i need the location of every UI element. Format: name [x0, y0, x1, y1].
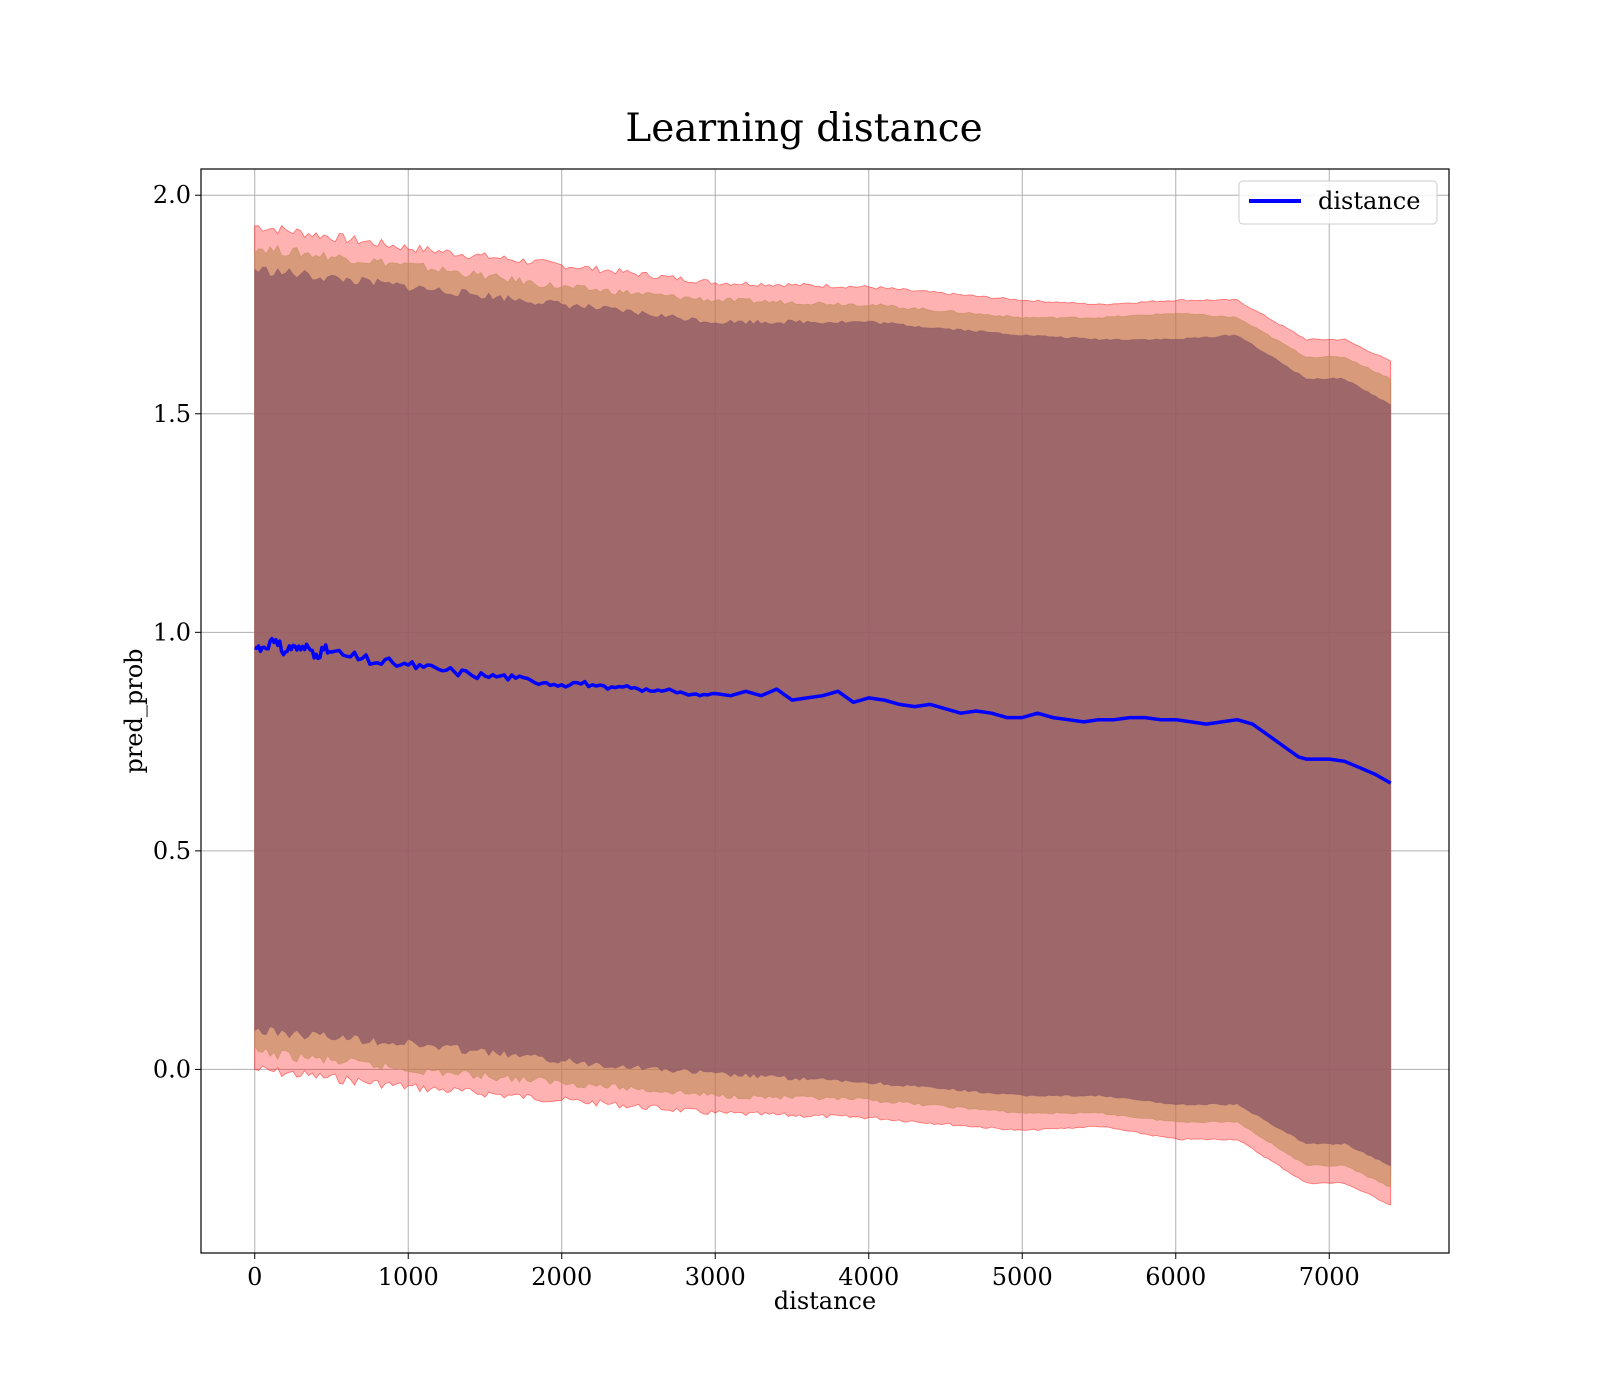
x-tick-label: 4000	[838, 1263, 899, 1291]
y-axis-label: pred_prob	[120, 648, 148, 773]
y-axis-ticks: 0.0 0.5 1.0 1.5 2.0	[153, 181, 201, 1083]
legend-box	[1238, 180, 1438, 225]
chart-title: Learning distance	[625, 106, 982, 151]
y-tick-label: 2.0	[153, 181, 191, 209]
x-tick-label: 0	[247, 1263, 262, 1291]
x-tick-label: 5000	[992, 1263, 1053, 1291]
x-axis-ticks: 0 1000 2000 3000 4000 5000 6000 7000	[247, 1253, 1360, 1291]
x-tick-label: 2000	[531, 1263, 592, 1291]
band-inner	[254, 266, 1392, 1167]
x-tick-label: 1000	[378, 1263, 439, 1291]
y-tick-label: 0.0	[153, 1055, 191, 1083]
x-tick-label: 3000	[685, 1263, 746, 1291]
series-line-distance	[254, 636, 1392, 785]
legend-label-distance: distance	[1318, 187, 1420, 215]
x-tick-label: 6000	[1145, 1263, 1206, 1291]
plot-frame	[200, 168, 1450, 1254]
y-tick-label: 1.5	[153, 400, 191, 428]
x-tick-label: 7000	[1299, 1263, 1360, 1291]
confidence-bands	[254, 224, 1392, 1206]
y-tick-label: 0.5	[153, 837, 191, 865]
y-tick-label: 1.0	[153, 618, 191, 646]
legend: distance	[1238, 180, 1438, 225]
x-axis-label: distance	[774, 1287, 876, 1315]
data-lines	[254, 636, 1392, 785]
